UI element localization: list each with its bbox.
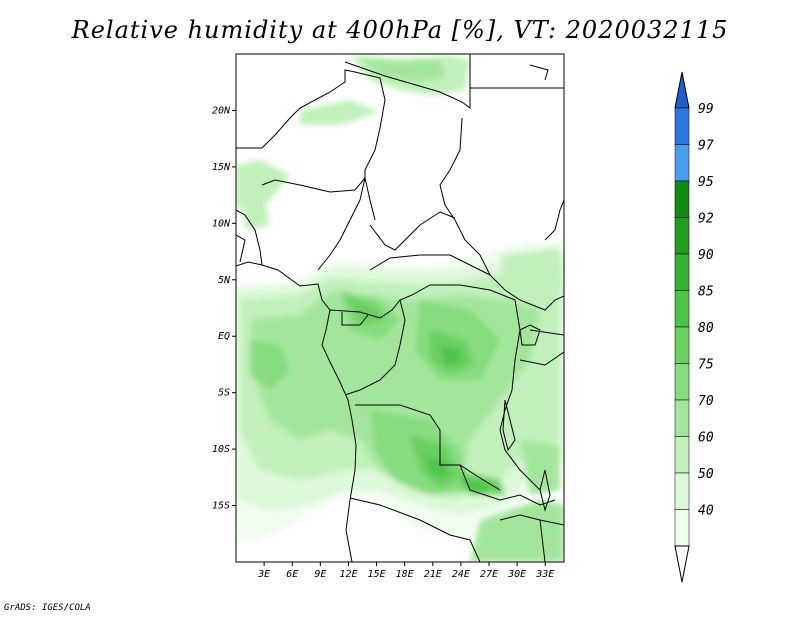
colorbar-label: 60 — [698, 431, 714, 446]
colorbar-label: 95 — [698, 175, 714, 190]
colorbar-label: 92 — [698, 212, 714, 227]
border-south-1 — [499, 514, 564, 526]
border-car-south — [369, 254, 491, 276]
humidity-field-east — [240, 190, 564, 300]
colorbar-label: 70 — [698, 394, 714, 409]
border-drc-east — [499, 299, 541, 491]
border-chad-sudan — [439, 117, 521, 301]
latitude-axis: 20N 15N 10N 5N EQ 5S 10S 15S — [212, 105, 236, 512]
border-congo — [341, 312, 369, 326]
humidity-field-80 — [345, 296, 505, 495]
border-south-2 — [469, 539, 481, 562]
border-west-2 — [236, 234, 246, 263]
border-east-1 — [519, 295, 564, 311]
lon-tick-label: 33E — [535, 569, 554, 580]
lon-tick-label: 12E — [339, 569, 357, 580]
coastline-west-africa — [236, 261, 357, 562]
lat-tick-label: EQ — [218, 331, 230, 342]
lake-malawi — [539, 469, 551, 512]
lon-tick-label: 21E — [424, 569, 442, 580]
border-drc-west — [344, 299, 406, 396]
colorbar-label: 85 — [698, 285, 714, 300]
lon-tick-label: 18E — [396, 569, 414, 580]
colorbar: 99 97 95 92 90 85 80 75 70 60 50 40 — [674, 71, 714, 583]
colorbar-segment — [674, 363, 690, 401]
colorbar-top-arrow — [674, 71, 690, 109]
border-drc-north — [411, 284, 516, 301]
humidity-field-north-2 — [360, 58, 445, 82]
colorbar-segment — [674, 290, 690, 328]
border-north-2 — [344, 54, 471, 109]
colorbar-segment — [674, 180, 690, 218]
border-chad-cameroon — [317, 177, 366, 271]
lon-tick-label: 6E — [286, 569, 298, 580]
lon-tick-label: 24E — [452, 569, 470, 580]
lat-tick-label: 10N — [212, 218, 231, 229]
colorbar-segment — [674, 472, 690, 510]
credit-label: GrADS: IGES/COLA — [4, 603, 91, 613]
lake-tanganyika — [502, 399, 516, 452]
border-zambia — [459, 464, 556, 506]
colorbar-label: 90 — [698, 248, 714, 263]
border-car — [369, 211, 456, 251]
border-sudan-east — [544, 199, 564, 241]
lon-tick-label: 30E — [507, 569, 526, 580]
colorbar-segment — [674, 509, 690, 547]
colorbar-segment — [674, 144, 690, 182]
colorbar-bottom-arrow — [674, 545, 690, 583]
colorbar-segment — [674, 217, 690, 255]
border-nigeria — [261, 177, 366, 193]
border-angola — [355, 404, 501, 491]
border-west-coast — [236, 209, 263, 266]
longitude-axis: 3E 6E 9E 12E 15E 18E 21E 24E 27E 30E 33E — [257, 562, 554, 580]
lat-tick-label: 15S — [212, 501, 230, 512]
lat-tick-label: 5N — [218, 275, 231, 286]
humidity-shading — [236, 56, 564, 562]
chart-title: Relative humidity at 400hPa [%], VT: 202… — [71, 16, 729, 44]
border-east-3 — [519, 351, 564, 366]
colorbar-label: 75 — [698, 358, 714, 373]
lat-tick-label: 20N — [212, 105, 231, 116]
lat-tick-label: 10S — [212, 444, 230, 455]
colorbar-label: 50 — [698, 467, 714, 482]
border-angola-south — [349, 497, 471, 541]
map-frame — [235, 53, 565, 563]
colorbar-segment — [674, 436, 690, 474]
humidity-field-southeast — [470, 440, 564, 562]
lat-tick-label: 5S — [218, 388, 230, 399]
colorbar-label: 40 — [698, 504, 714, 519]
colorbar-label: 80 — [698, 321, 714, 336]
red-sea-coast — [529, 64, 549, 81]
colorbar-label: 97 — [698, 139, 714, 154]
colorbar-segment — [674, 326, 690, 364]
border-gabon — [329, 294, 413, 319]
colorbar-segment — [674, 399, 690, 437]
lon-tick-label: 9E — [314, 569, 326, 580]
colorbar-segment — [674, 253, 690, 291]
lat-tick-label: 15N — [212, 162, 231, 173]
colorbar-segment — [674, 107, 690, 145]
lon-tick-label: 15E — [368, 569, 386, 580]
humidity-field-north — [236, 56, 470, 210]
colorbar-label: 99 — [698, 102, 714, 117]
border-east-2 — [529, 329, 564, 336]
lon-tick-label: 27E — [480, 569, 498, 580]
border-south-3 — [539, 519, 546, 562]
border-north-1 — [236, 69, 386, 221]
lon-tick-label: 3E — [257, 569, 270, 580]
lake-victoria — [519, 324, 541, 346]
country-borders — [236, 54, 564, 562]
